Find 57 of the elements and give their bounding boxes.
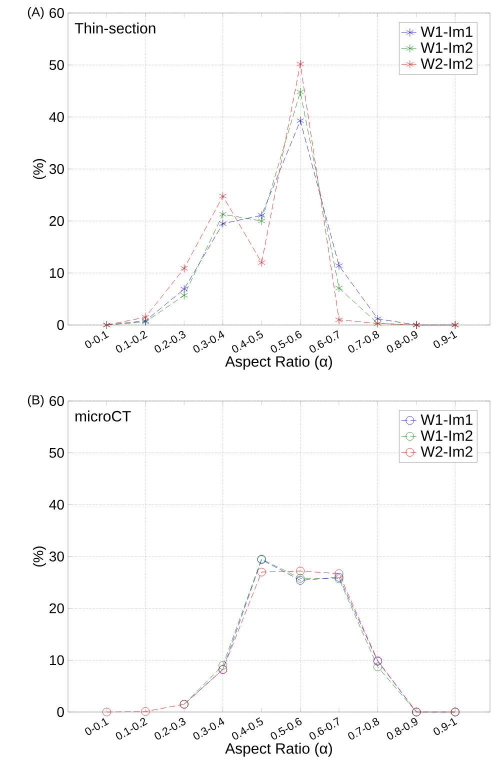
point (141, 707, 150, 716)
y-tick-label: 60 (50, 8, 64, 18)
point (296, 574, 304, 582)
point (102, 708, 111, 716)
y-tick-label: 50 (49, 60, 64, 70)
point (180, 284, 188, 294)
text: (A) (28, 6, 44, 20)
point (180, 291, 188, 300)
x-tick-label: 0.9-1 (434, 718, 458, 735)
point (218, 661, 228, 670)
y-tick-label: 40 (49, 500, 64, 510)
point (334, 569, 344, 578)
point (335, 262, 343, 270)
y-tick-label: 20 (50, 603, 64, 614)
point (142, 313, 150, 322)
y-axis-title: (%) (32, 158, 46, 180)
point (258, 211, 266, 220)
point (258, 216, 266, 226)
y-tick-label: 0 (57, 707, 64, 717)
legend-label: W2-Im2 (420, 58, 472, 69)
legend-label: W1-Im1 (420, 414, 472, 425)
point (335, 316, 343, 324)
point (180, 264, 188, 273)
x-axis-title: Aspect Ratio (α) (225, 742, 332, 757)
legend-label: W2-Im2 (420, 446, 472, 457)
point (374, 662, 382, 672)
point (219, 210, 227, 218)
point (257, 568, 266, 576)
y-tick-label: 30 (49, 164, 64, 174)
y-tick-label: 60 (50, 396, 64, 406)
y-tick-label: 30 (49, 552, 64, 562)
legend-label: W1-Im2 (420, 42, 472, 53)
y-tick-label: 0 (57, 320, 64, 330)
y-tick-label: 40 (49, 112, 64, 122)
y-tick-label: 50 (49, 448, 64, 458)
point (296, 116, 304, 125)
text: (B) (28, 394, 44, 408)
point (219, 219, 227, 228)
point (296, 88, 304, 96)
x-axis-title: Aspect Ratio (α) (225, 356, 332, 370)
x-tick-label: 0.9-1 (434, 331, 458, 348)
y-tick-label: 20 (50, 216, 64, 226)
point (219, 192, 227, 200)
point (258, 258, 266, 267)
point (335, 284, 343, 292)
y-tick-label: 10 (50, 655, 64, 666)
point (296, 566, 304, 576)
annotation: microCT (76, 410, 131, 422)
annotation: Thin-section (74, 22, 156, 34)
legend-label: W1-Im1 (420, 26, 472, 37)
y-axis-title: (%) (32, 546, 46, 567)
legend-label: W1-Im2 (420, 430, 472, 441)
y-tick-label: 10 (50, 268, 64, 278)
point (296, 60, 304, 68)
point (296, 576, 304, 585)
x-tick-label: 0-0.1 (85, 331, 109, 348)
x-tick-label: 0-0.1 (85, 718, 109, 735)
